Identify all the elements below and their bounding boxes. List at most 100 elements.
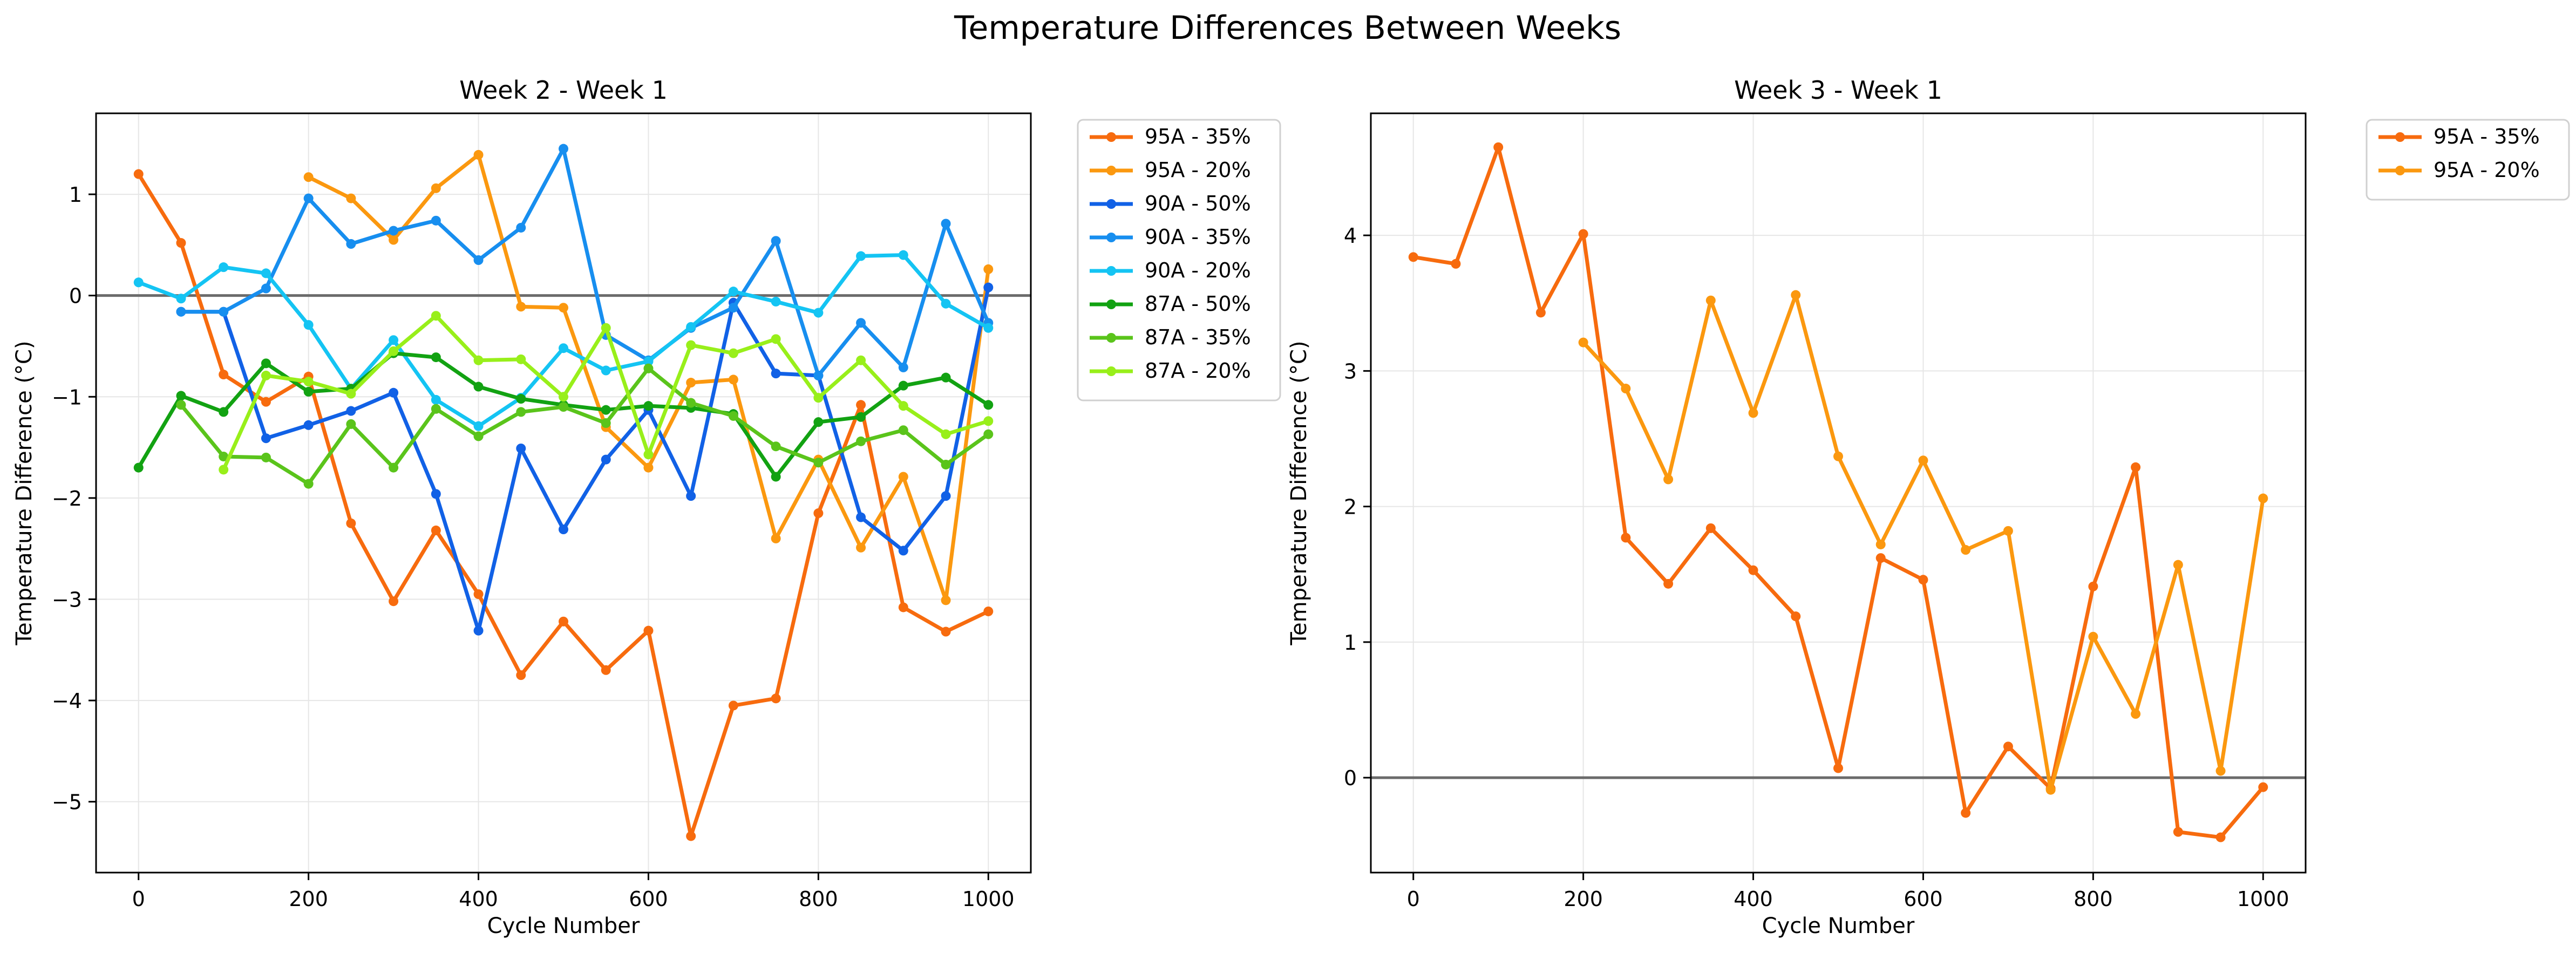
data-point-95a-20 <box>1918 455 1928 466</box>
data-point-95a-35 <box>1493 142 1504 152</box>
legend-label: 90A - 35% <box>1145 225 1251 249</box>
data-point-95a-20 <box>473 149 484 160</box>
data-point-95a-35 <box>1961 808 1971 818</box>
data-point-95a-35 <box>261 397 271 407</box>
data-point-95a-35 <box>1748 565 1758 575</box>
data-point-87a-35 <box>303 479 314 489</box>
data-point-90a-50 <box>983 282 994 292</box>
data-point-90a-20 <box>983 323 994 333</box>
data-point-90a-20 <box>473 421 484 431</box>
data-point-95a-20 <box>559 303 568 313</box>
data-point-90a-50 <box>771 369 781 379</box>
data-point-87a-35 <box>176 400 186 410</box>
data-point-90a-50 <box>898 546 908 556</box>
data-point-87a-20 <box>856 355 866 365</box>
data-point-87a-35 <box>389 462 399 473</box>
data-point-95a-35 <box>219 370 229 380</box>
data-point-87a-50 <box>771 472 781 482</box>
data-point-95a-35 <box>389 596 399 607</box>
data-point-95a-35 <box>516 670 526 680</box>
data-point-95a-35 <box>2173 827 2183 837</box>
data-point-87a-20 <box>643 450 654 460</box>
data-point-95a-35 <box>728 700 738 711</box>
data-point-95a-20 <box>2215 766 2226 776</box>
data-point-95a-35 <box>1663 578 1674 589</box>
legend-item-95a-35: 95A - 35% <box>1090 125 1251 148</box>
legend-box <box>1077 119 1281 401</box>
data-point-87a-20 <box>473 355 484 365</box>
data-point-87a-35 <box>346 419 356 429</box>
data-point-95a-35 <box>1918 575 1928 585</box>
series-95a-20 <box>1578 290 2268 795</box>
x-tick-label: 400 <box>1734 887 1773 911</box>
data-point-87a-20 <box>346 389 356 399</box>
data-point-87a-50 <box>133 462 144 473</box>
data-point-90a-35 <box>261 283 271 294</box>
data-point-90a-50 <box>686 491 696 501</box>
data-point-95a-20 <box>728 375 738 385</box>
legend-swatch-marker <box>1106 266 1116 276</box>
data-point-87a-20 <box>983 416 994 426</box>
data-point-95a-20 <box>431 183 441 193</box>
data-point-90a-50 <box>601 454 611 465</box>
data-point-90a-20 <box>559 343 568 353</box>
data-point-87a-50 <box>983 400 994 410</box>
data-point-87a-20 <box>686 340 696 350</box>
data-point-90a-20 <box>219 262 229 273</box>
data-point-90a-50 <box>856 512 866 522</box>
y-tick-label: −5 <box>52 791 82 814</box>
data-point-90a-35 <box>559 144 568 154</box>
x-tick-label: 200 <box>289 887 328 911</box>
data-point-87a-50 <box>303 386 314 397</box>
data-point-95a-20 <box>2003 526 2013 536</box>
data-point-90a-35 <box>176 307 186 317</box>
series-87a-20 <box>219 311 994 475</box>
legend-box <box>2366 119 2570 201</box>
legend-label: 87A - 20% <box>1145 359 1251 383</box>
legend-swatch-marker <box>1106 333 1116 343</box>
data-point-95a-20 <box>1705 295 1716 305</box>
legend-item-87a-20: 87A - 20% <box>1090 359 1251 383</box>
x-tick-label: 600 <box>629 887 668 911</box>
legend-item-95a-20: 95A - 20% <box>2378 158 2540 182</box>
data-point-95a-35 <box>1833 763 1843 773</box>
data-point-90a-50 <box>473 625 484 636</box>
data-point-87a-20 <box>261 370 271 380</box>
data-point-90a-20 <box>261 268 271 278</box>
data-point-95a-35 <box>1875 553 1886 563</box>
data-point-87a-50 <box>261 358 271 369</box>
data-point-87a-20 <box>813 393 824 403</box>
x-tick-label: 0 <box>1407 887 1420 911</box>
x-axis-label: Cycle Number <box>487 914 640 938</box>
legend-label: 90A - 20% <box>1145 258 1251 282</box>
data-point-95a-20 <box>771 533 781 543</box>
data-point-87a-35 <box>941 459 951 469</box>
data-point-95a-20 <box>898 472 908 482</box>
legend-swatch-marker <box>1106 199 1116 209</box>
y-tick-label: 0 <box>1344 766 1357 790</box>
legend-swatch-marker <box>2395 166 2405 175</box>
data-point-90a-35 <box>303 193 314 203</box>
data-point-87a-35 <box>219 451 229 461</box>
axes-frame <box>1370 112 2307 874</box>
legend-swatch-marker <box>1106 166 1116 175</box>
data-point-95a-35 <box>941 627 951 637</box>
series-95a-35 <box>1408 142 2268 842</box>
data-point-87a-35 <box>601 418 611 428</box>
data-point-87a-35 <box>473 431 484 441</box>
data-point-95a-35 <box>856 400 866 410</box>
data-point-90a-35 <box>389 226 399 236</box>
data-point-87a-35 <box>856 436 866 446</box>
y-tick-label: 3 <box>1344 359 1357 383</box>
data-point-90a-35 <box>516 222 526 233</box>
legend-swatch-marker <box>1106 233 1116 242</box>
data-point-87a-50 <box>856 412 866 422</box>
data-point-95a-35 <box>176 238 186 248</box>
legend-swatch-marker <box>1106 366 1116 376</box>
data-point-87a-35 <box>261 452 271 462</box>
data-point-87a-50 <box>516 394 526 404</box>
legend-label: 95A - 35% <box>2434 125 2540 148</box>
data-point-95a-20 <box>346 193 356 203</box>
legend-item-90a-50: 90A - 50% <box>1090 192 1251 215</box>
data-point-87a-20 <box>898 401 908 411</box>
